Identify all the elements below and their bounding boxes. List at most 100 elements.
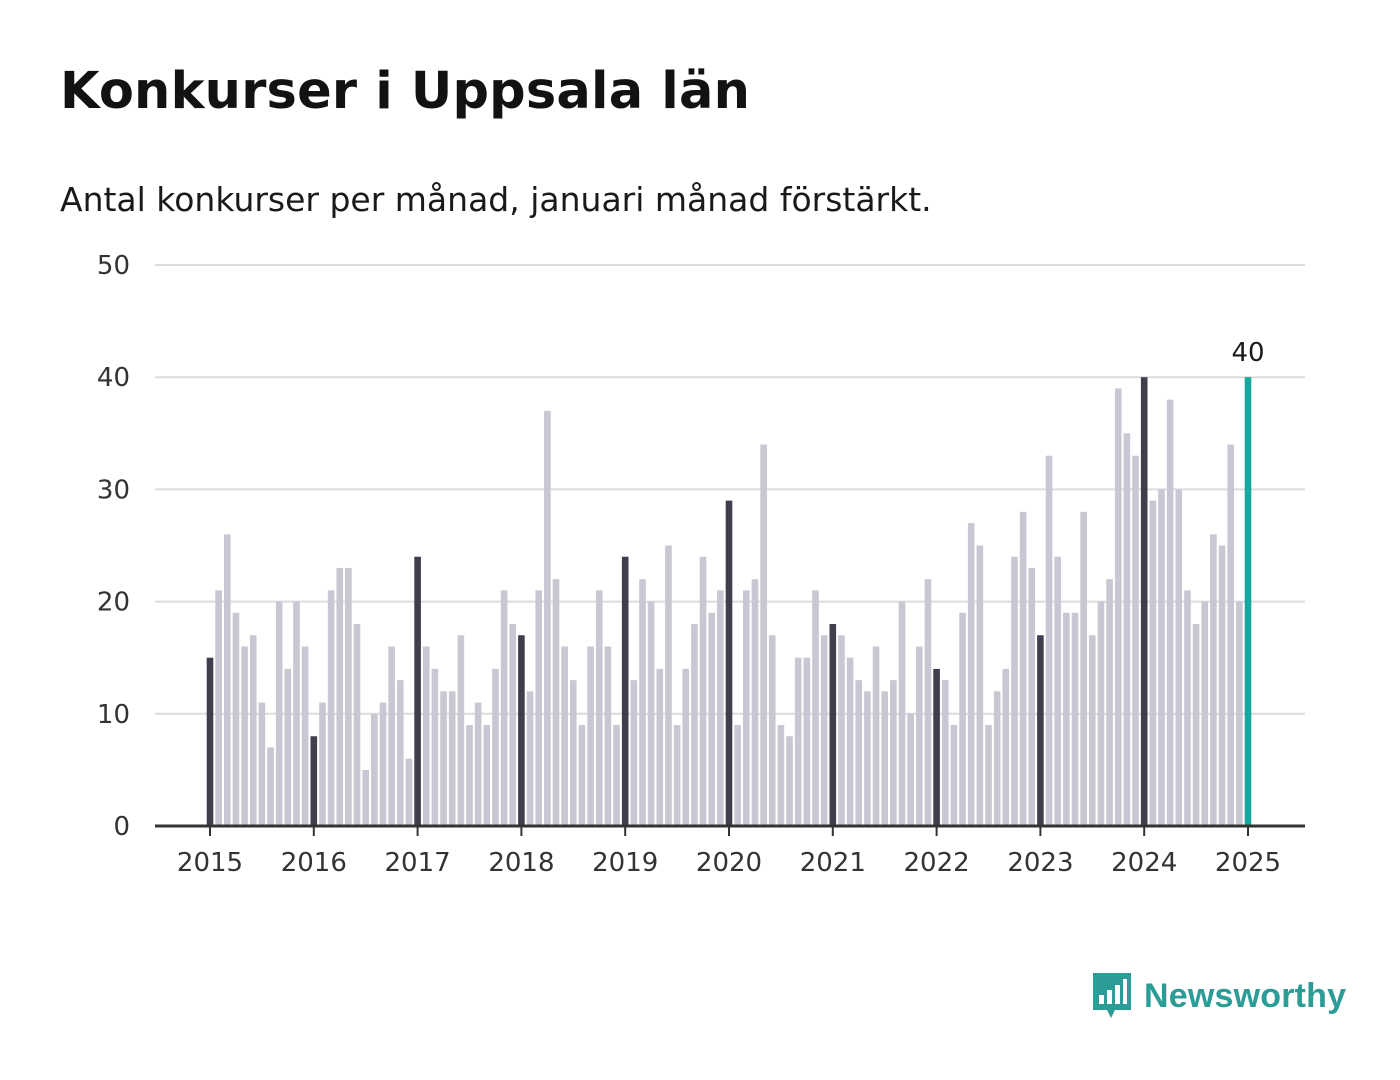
y-tick-label: 30 bbox=[97, 475, 130, 505]
bar bbox=[768, 635, 776, 826]
bar bbox=[405, 758, 413, 826]
bar bbox=[474, 702, 482, 826]
bar bbox=[1227, 444, 1234, 826]
bar bbox=[890, 680, 897, 826]
bar bbox=[760, 444, 767, 826]
bar bbox=[1045, 455, 1053, 826]
bar bbox=[336, 567, 344, 826]
newsworthy-logo-icon bbox=[1093, 973, 1131, 1018]
bar bbox=[665, 545, 672, 826]
bar bbox=[371, 713, 378, 826]
bar bbox=[717, 590, 724, 826]
bar bbox=[397, 680, 404, 826]
bar bbox=[751, 579, 759, 826]
bar bbox=[448, 691, 456, 826]
bar-chart: 0 10 20 30 40 50 2015 2016 2017 2018 2019 2020 2021 2… bbox=[97, 251, 1305, 878]
bar bbox=[708, 612, 715, 826]
bar bbox=[647, 601, 655, 826]
bar bbox=[725, 500, 733, 826]
bar bbox=[570, 680, 577, 826]
bar bbox=[881, 691, 888, 826]
bar bbox=[682, 668, 690, 826]
bar bbox=[457, 635, 465, 826]
bar bbox=[241, 646, 248, 826]
bar bbox=[846, 657, 854, 826]
bar bbox=[976, 545, 984, 826]
bar bbox=[1106, 579, 1113, 826]
bar bbox=[639, 579, 646, 826]
bar bbox=[1097, 601, 1105, 826]
bar bbox=[734, 725, 741, 826]
bar bbox=[907, 713, 914, 826]
bar bbox=[673, 725, 681, 826]
bar bbox=[492, 668, 499, 826]
bar bbox=[1123, 433, 1131, 826]
x-tick-label: 2020 bbox=[696, 848, 762, 878]
bar bbox=[1114, 388, 1122, 826]
bar bbox=[1210, 534, 1217, 826]
bar bbox=[1054, 556, 1061, 826]
bar bbox=[483, 725, 491, 826]
y-tick-label: 40 bbox=[97, 363, 130, 393]
x-tick-label: 2025 bbox=[1215, 848, 1281, 878]
bar bbox=[388, 646, 395, 826]
bar bbox=[916, 646, 923, 826]
bar bbox=[959, 612, 966, 826]
bar bbox=[803, 657, 811, 826]
bar bbox=[950, 725, 958, 826]
bar bbox=[249, 635, 257, 826]
bar bbox=[379, 702, 387, 826]
bar bbox=[552, 579, 560, 826]
x-tick-label: 2022 bbox=[904, 848, 970, 878]
bar bbox=[630, 680, 638, 826]
bar bbox=[1011, 556, 1018, 826]
bar bbox=[993, 691, 1001, 826]
bar bbox=[422, 646, 430, 826]
bar bbox=[561, 646, 568, 826]
bar bbox=[794, 657, 802, 826]
bar bbox=[284, 668, 292, 826]
chart-subtitle: Antal konkurser per månad, januari månad… bbox=[60, 180, 932, 219]
bar bbox=[1089, 635, 1096, 826]
bar bbox=[1132, 455, 1139, 826]
bar bbox=[1218, 545, 1226, 826]
bar bbox=[985, 725, 992, 826]
bar bbox=[1192, 624, 1200, 826]
bar bbox=[535, 590, 542, 826]
bar bbox=[1149, 500, 1157, 826]
bar bbox=[215, 590, 222, 826]
x-tick-label: 2024 bbox=[1111, 848, 1177, 878]
bar bbox=[1028, 567, 1036, 826]
bar bbox=[518, 635, 525, 826]
bar bbox=[786, 736, 793, 826]
bar bbox=[812, 590, 819, 826]
bar bbox=[1002, 668, 1010, 826]
bar bbox=[1244, 377, 1252, 826]
bar bbox=[829, 624, 837, 826]
bar bbox=[206, 657, 214, 826]
chart-title: Konkurser i Uppsala län bbox=[60, 62, 751, 121]
bar bbox=[587, 646, 594, 826]
bar bbox=[232, 612, 240, 826]
bar bbox=[440, 691, 447, 826]
bar bbox=[595, 590, 603, 826]
bar bbox=[872, 646, 880, 826]
y-tick-label: 0 bbox=[113, 812, 130, 842]
bar bbox=[1140, 377, 1148, 826]
bar bbox=[301, 646, 309, 826]
bar bbox=[864, 691, 871, 826]
bar bbox=[275, 601, 283, 826]
y-tick-label: 50 bbox=[97, 251, 130, 281]
brand-name: Newsworthy bbox=[1144, 976, 1347, 1015]
bar bbox=[1063, 612, 1070, 826]
bar bbox=[1080, 511, 1087, 826]
bar bbox=[1037, 635, 1044, 826]
bar bbox=[933, 668, 940, 826]
bar bbox=[1201, 601, 1209, 826]
x-tick-label: 2015 bbox=[177, 848, 243, 878]
latest-value-label: 40 bbox=[1231, 338, 1264, 368]
bar bbox=[345, 567, 352, 826]
bar bbox=[414, 556, 421, 826]
bar bbox=[699, 556, 707, 826]
x-tick-label: 2017 bbox=[385, 848, 451, 878]
